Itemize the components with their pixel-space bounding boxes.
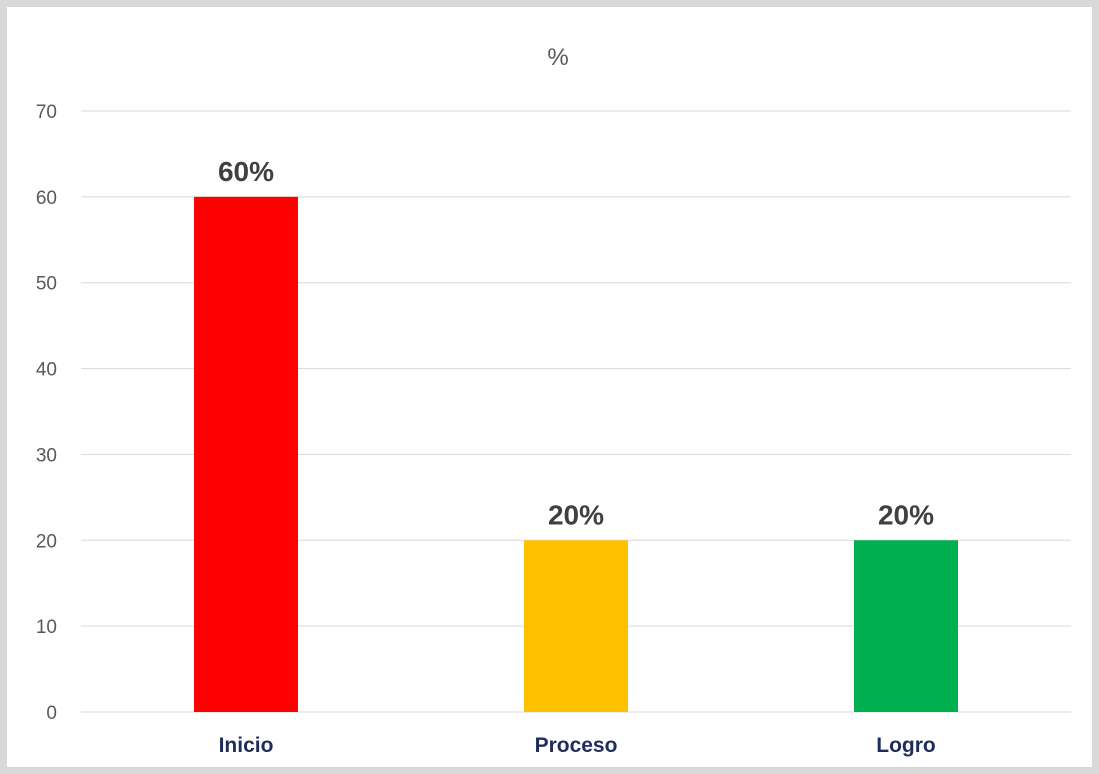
data-label-proceso: 20% — [548, 499, 604, 530]
bar-chart: % 0 10 20 30 40 50 60 70 60% 20% 20% Inicio Proces… — [36, 44, 1071, 757]
x-tick-label-proceso: Proceso — [535, 734, 618, 757]
chart-frame: % 0 10 20 30 40 50 60 70 60% 20% 20% Inicio Proces… — [7, 7, 1092, 767]
bars — [194, 196, 958, 712]
data-label-logro: 20% — [878, 499, 934, 530]
y-tick-label: 40 — [36, 360, 57, 381]
bar-inicio — [194, 196, 298, 712]
bar-proceso — [524, 540, 628, 712]
data-labels: 60% 20% 20% — [218, 156, 934, 530]
y-tick-label: 70 — [36, 102, 57, 123]
y-axis-ticks: 0 10 20 30 40 50 60 70 — [36, 102, 57, 724]
y-tick-label: 60 — [36, 188, 57, 209]
x-tick-label-logro: Logro — [876, 734, 935, 757]
y-tick-label: 0 — [46, 703, 57, 724]
x-axis-ticks: Inicio Proceso Logro — [219, 734, 936, 757]
chart-title: % — [547, 44, 568, 71]
bar-logro — [854, 540, 958, 712]
y-tick-label: 20 — [36, 531, 57, 552]
y-tick-label: 50 — [36, 274, 57, 295]
y-tick-label: 30 — [36, 445, 57, 466]
x-tick-label-inicio: Inicio — [219, 734, 274, 757]
data-label-inicio: 60% — [218, 156, 274, 187]
y-tick-label: 10 — [36, 617, 57, 638]
